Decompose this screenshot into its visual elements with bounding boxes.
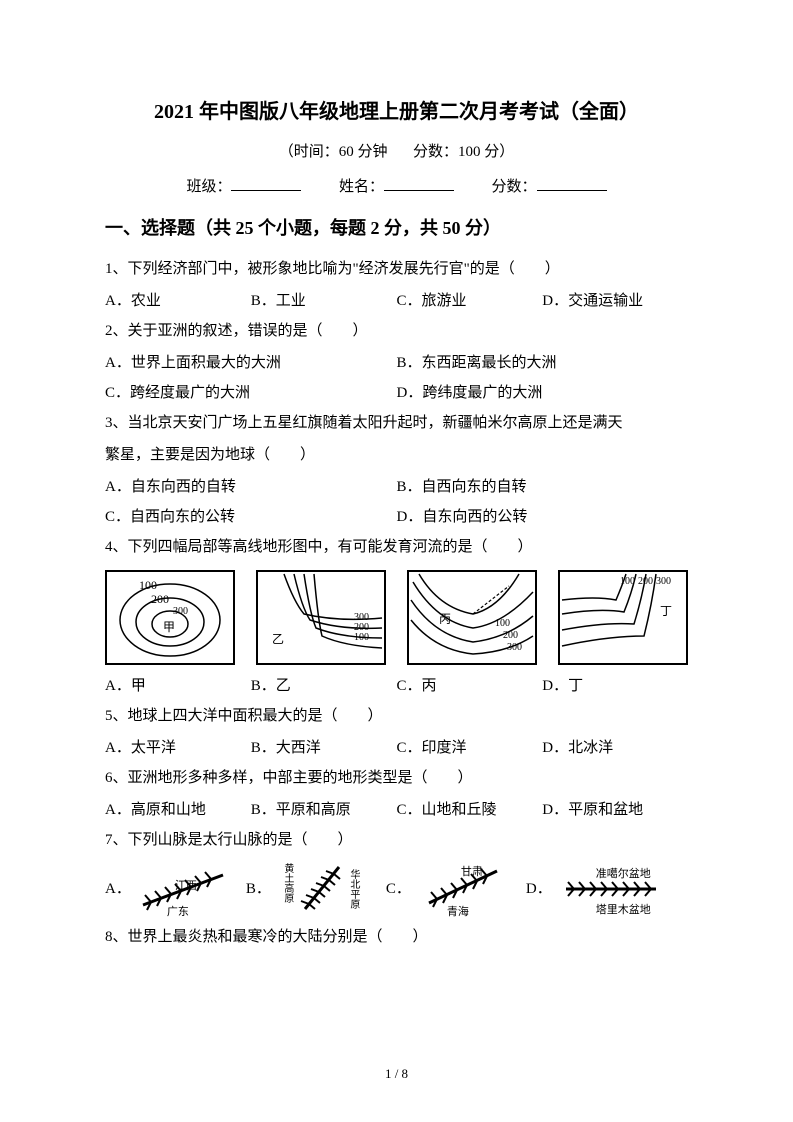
q1-b: B．工业 bbox=[251, 286, 397, 316]
exam-subtitle: （时间：60 分钟 分数：100 分） bbox=[105, 140, 688, 161]
yi-100: 100 bbox=[354, 632, 369, 643]
q4-b: B．乙 bbox=[251, 671, 397, 701]
ding-100: 100 bbox=[620, 576, 635, 587]
q4-options: A．甲 B．乙 C．丙 D．丁 bbox=[105, 671, 688, 701]
jia-200: 200 bbox=[151, 592, 169, 607]
bing-label: 丙 bbox=[439, 610, 451, 627]
q5-c: C．印度洋 bbox=[397, 733, 543, 763]
q2-stem: 2、关于亚洲的叙述，错误的是（ ） bbox=[105, 316, 688, 346]
q1-options: A．农业 B．工业 C．旅游业 D．交通运输业 bbox=[105, 286, 688, 316]
name-blank[interactable] bbox=[384, 177, 454, 191]
name-label: 姓名： bbox=[339, 179, 384, 195]
q2-a: A．世界上面积最大的大洲 bbox=[105, 348, 397, 378]
q7d-top: 准噶尔盆地 bbox=[596, 863, 651, 885]
q7-options: A． 江西 广东 B． bbox=[105, 861, 688, 916]
fig-ding: 100 200 300 丁 bbox=[558, 570, 688, 665]
exam-title: 2021 年中图版八年级地理上册第二次月考考试（全面） bbox=[105, 95, 688, 124]
q7c-top: 甘肃 bbox=[461, 861, 483, 883]
fig-yi: 乙 300 200 100 bbox=[256, 570, 386, 665]
q5-b: B．大西洋 bbox=[251, 733, 397, 763]
time-text: （时间：60 分钟 bbox=[279, 144, 388, 160]
jia-label: 甲 bbox=[163, 618, 175, 635]
q2-c: C．跨经度最广的大洲 bbox=[105, 378, 397, 408]
q7a-bot: 广东 bbox=[167, 901, 189, 923]
q7-b: B． bbox=[246, 874, 271, 904]
q7b-right: 华北平原 bbox=[343, 869, 363, 909]
ding-300: 300 bbox=[656, 576, 671, 587]
q7-stem: 7、下列山脉是太行山脉的是（ ） bbox=[105, 825, 688, 855]
q7d-bot: 塔里木盆地 bbox=[596, 899, 651, 921]
q4-figures: 100 200 300 甲 乙 300 200 100 丙 100 200 30… bbox=[105, 570, 688, 665]
q6-c: C．山地和丘陵 bbox=[397, 795, 543, 825]
q1-c: C．旅游业 bbox=[397, 286, 543, 316]
q7-c-opt: C． 甘肃 青海 bbox=[386, 861, 516, 916]
jia-300: 300 bbox=[173, 606, 188, 617]
q7-a-opt: A． 江西 广东 bbox=[105, 861, 236, 916]
q5-stem: 5、地球上四大洋中面积最大的是（ ） bbox=[105, 701, 688, 731]
q7-d-opt: D． 准噶尔盆地 塔里木盆地 bbox=[526, 861, 672, 916]
q7-c-img: 甘肃 青海 bbox=[411, 861, 516, 916]
bing-300: 300 bbox=[507, 642, 522, 653]
yi-label: 乙 bbox=[272, 630, 284, 647]
q7-a: A． bbox=[105, 874, 131, 904]
q3-a: A．自东向西的自转 bbox=[105, 472, 397, 502]
q4-stem: 4、下列四幅局部等高线地形图中，有可能发育河流的是（ ） bbox=[105, 532, 688, 562]
fig-bing: 丙 100 200 300 bbox=[407, 570, 537, 665]
q3-stem-2: 繁星，主要是因为地球（ ） bbox=[105, 440, 688, 470]
q7-a-img: 江西 广东 bbox=[131, 861, 236, 916]
q6-stem: 6、亚洲地形多种多样，中部主要的地形类型是（ ） bbox=[105, 763, 688, 793]
q4-c: C．丙 bbox=[397, 671, 543, 701]
ding-label: 丁 bbox=[660, 602, 672, 619]
q3-c: C．自西向东的公转 bbox=[105, 502, 397, 532]
page-number: 1 / 8 bbox=[0, 1066, 793, 1082]
q1-stem: 1、下列经济部门中，被形象地比喻为"经济发展先行官"的是（ ） bbox=[105, 254, 688, 284]
class-blank[interactable] bbox=[231, 177, 301, 191]
q3-b: B．自西向东的自转 bbox=[397, 472, 689, 502]
q6-options: A．高原和山地 B．平原和高原 C．山地和丘陵 D．平原和盆地 bbox=[105, 795, 688, 825]
q3-options-1: A．自东向西的自转 B．自西向东的自转 bbox=[105, 472, 688, 502]
q3-options-2: C．自西向东的公转 D．自东向西的公转 bbox=[105, 502, 688, 532]
q2-b: B．东西距离最长的大洲 bbox=[397, 348, 689, 378]
q6-d: D．平原和盆地 bbox=[542, 795, 688, 825]
bing-200: 200 bbox=[503, 630, 518, 641]
bing-100: 100 bbox=[495, 618, 510, 629]
q2-d: D．跨纬度最广的大洲 bbox=[397, 378, 689, 408]
score-blank[interactable] bbox=[537, 177, 607, 191]
q7-d-img: 准噶尔盆地 塔里木盆地 bbox=[552, 861, 672, 916]
q1-a: A．农业 bbox=[105, 286, 251, 316]
q2-options-2: C．跨经度最广的大洲 D．跨纬度最广的大洲 bbox=[105, 378, 688, 408]
q7-c: C． bbox=[386, 874, 411, 904]
class-label: 班级： bbox=[186, 179, 231, 195]
q4-d: D．丁 bbox=[542, 671, 688, 701]
q3-stem-1: 3、当北京天安门广场上五星红旗随着太阳升起时，新疆帕米尔高原上还是满天 bbox=[105, 408, 688, 438]
q7c-bot: 青海 bbox=[447, 901, 469, 923]
info-row: 班级： 姓名： 分数： bbox=[105, 175, 688, 196]
score-label: 分数： bbox=[492, 179, 537, 195]
q7-d: D． bbox=[526, 874, 552, 904]
q3-d: D．自东向西的公转 bbox=[397, 502, 689, 532]
q1-d: D．交通运输业 bbox=[542, 286, 688, 316]
section-1-header: 一、选择题（共 25 个小题，每题 2 分，共 50 分） bbox=[105, 214, 688, 240]
q8-stem: 8、世界上最炎热和最寒冷的大陆分别是（ ） bbox=[105, 922, 688, 952]
q4-a: A．甲 bbox=[105, 671, 251, 701]
fig-jia: 100 200 300 甲 bbox=[105, 570, 235, 665]
q5-d: D．北冰洋 bbox=[542, 733, 688, 763]
score-text: 分数：100 分） bbox=[413, 144, 514, 160]
q5-a: A．太平洋 bbox=[105, 733, 251, 763]
q6-a: A．高原和山地 bbox=[105, 795, 251, 825]
q7-b-opt: B． 黄土高原 华北平原 bbox=[246, 861, 376, 916]
ding-200: 200 bbox=[638, 576, 653, 587]
q7b-left: 黄土高原 bbox=[277, 863, 297, 903]
q6-b: B．平原和高原 bbox=[251, 795, 397, 825]
jia-100: 100 bbox=[139, 578, 157, 593]
q2-options-1: A．世界上面积最大的大洲 B．东西距离最长的大洲 bbox=[105, 348, 688, 378]
q7a-top: 江西 bbox=[175, 875, 197, 897]
q7-b-img: 黄土高原 华北平原 bbox=[271, 861, 376, 916]
q5-options: A．太平洋 B．大西洋 C．印度洋 D．北冰洋 bbox=[105, 733, 688, 763]
